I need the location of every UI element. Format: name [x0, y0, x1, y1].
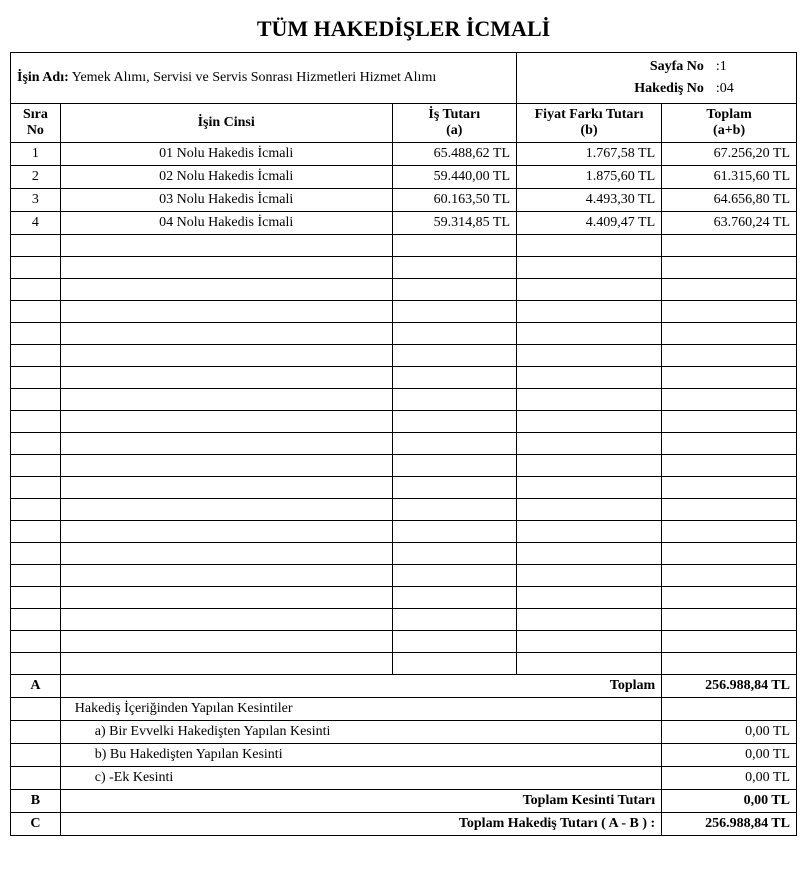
table-row-empty — [11, 367, 797, 389]
footer-row-kesinti-a: a) Bir Evvelki Hakedişten Yapılan Kesint… — [11, 721, 797, 744]
cell-tutar: 65.488,62 TL — [392, 143, 516, 166]
footer-C-value: 256.988,84 TL — [662, 813, 797, 836]
kesinti-a-value: 0,00 TL — [662, 721, 797, 744]
table-row: 101 Nolu Hakedis İcmali65.488,62 TL1.767… — [11, 143, 797, 166]
table-row: 202 Nolu Hakedis İcmali59.440,00 TL1.875… — [11, 166, 797, 189]
col-cinsi: İşin Cinsi — [60, 104, 392, 143]
column-header-row: SıraNo İşin Cinsi İş Tutarı(a) Fiyat Far… — [11, 104, 797, 143]
job-name-value: Yemek Alımı, Servisi ve Servis Sonrası H… — [72, 70, 437, 85]
table-row-empty — [11, 499, 797, 521]
footer-row-C: C Toplam Hakediş Tutarı ( A - B ) : 256.… — [11, 813, 797, 836]
cell-sira: 3 — [11, 189, 61, 212]
cell-tutar: 59.314,85 TL — [392, 212, 516, 235]
page-no-label: Sayfa No — [523, 56, 710, 78]
job-name-cell: İşin Adı: Yemek Alımı, Servisi ve Servis… — [11, 53, 517, 104]
table-row-empty — [11, 653, 797, 675]
footer-row-B: B Toplam Kesinti Tutarı 0,00 TL — [11, 790, 797, 813]
hakedis-no-value: :04 — [710, 78, 790, 100]
cell-tutar: 60.163,50 TL — [392, 189, 516, 212]
cell-fark: 1.767,58 TL — [517, 143, 662, 166]
kesinti-c-value: 0,00 TL — [662, 767, 797, 790]
meta-cell: Sayfa No :1 Hakediş No :04 — [517, 53, 797, 104]
footer-B-text: Toplam Kesinti Tutarı — [60, 790, 661, 813]
cell-cinsi: 04 Nolu Hakedis İcmali — [60, 212, 392, 235]
footer-B-label: B — [11, 790, 61, 813]
table-row-empty — [11, 279, 797, 301]
table-row-empty — [11, 609, 797, 631]
table-row-empty — [11, 631, 797, 653]
footer-B-value: 0,00 TL — [662, 790, 797, 813]
table-row-empty — [11, 411, 797, 433]
cell-toplam: 67.256,20 TL — [662, 143, 797, 166]
table-row-empty — [11, 323, 797, 345]
table-row-empty — [11, 587, 797, 609]
kesinti-header: Hakediş İçeriğinden Yapılan Kesintiler — [60, 698, 661, 721]
hakedis-no-label: Hakediş No — [523, 78, 710, 100]
cell-fark: 1.875,60 TL — [517, 166, 662, 189]
table-row-empty — [11, 543, 797, 565]
footer-toplam-value: 256.988,84 TL — [662, 675, 797, 698]
table-row-empty — [11, 257, 797, 279]
footer-C-text: Toplam Hakediş Tutarı ( A - B ) : — [60, 813, 661, 836]
kesinti-c-label: c) -Ek Kesinti — [60, 767, 661, 790]
kesinti-b-label: b) Bu Hakedişten Yapılan Kesinti — [60, 744, 661, 767]
cell-fark: 4.409,47 TL — [517, 212, 662, 235]
table-row-empty — [11, 345, 797, 367]
table-row-empty — [11, 565, 797, 587]
footer-row-kesinti-c: c) -Ek Kesinti 0,00 TL — [11, 767, 797, 790]
cell-sira: 4 — [11, 212, 61, 235]
cell-toplam: 64.656,80 TL — [662, 189, 797, 212]
footer-row-kesinti-b: b) Bu Hakedişten Yapılan Kesinti 0,00 TL — [11, 744, 797, 767]
cell-cinsi: 01 Nolu Hakedis İcmali — [60, 143, 392, 166]
cell-cinsi: 02 Nolu Hakedis İcmali — [60, 166, 392, 189]
table-row-empty — [11, 235, 797, 257]
cell-toplam: 63.760,24 TL — [662, 212, 797, 235]
cell-sira: 2 — [11, 166, 61, 189]
kesinti-a-label: a) Bir Evvelki Hakedişten Yapılan Kesint… — [60, 721, 661, 744]
footer-toplam-label: Toplam — [60, 675, 661, 698]
main-table: İşin Adı: Yemek Alımı, Servisi ve Servis… — [10, 52, 797, 836]
cell-sira: 1 — [11, 143, 61, 166]
cell-tutar: 59.440,00 TL — [392, 166, 516, 189]
footer-C-label: C — [11, 813, 61, 836]
table-row-empty — [11, 433, 797, 455]
page-title: TÜM HAKEDİŞLER İCMALİ — [10, 16, 797, 42]
job-name-label: İşin Adı: — [17, 70, 69, 85]
footer-row-A: A Toplam 256.988,84 TL — [11, 675, 797, 698]
table-row-empty — [11, 301, 797, 323]
cell-cinsi: 03 Nolu Hakedis İcmali — [60, 189, 392, 212]
table-row-empty — [11, 521, 797, 543]
footer-A-label: A — [11, 675, 61, 698]
kesinti-b-value: 0,00 TL — [662, 744, 797, 767]
table-row: 303 Nolu Hakedis İcmali60.163,50 TL4.493… — [11, 189, 797, 212]
col-tutar: İş Tutarı(a) — [392, 104, 516, 143]
cell-toplam: 61.315,60 TL — [662, 166, 797, 189]
col-toplam: Toplam(a+b) — [662, 104, 797, 143]
table-row-empty — [11, 455, 797, 477]
cell-fark: 4.493,30 TL — [517, 189, 662, 212]
col-fark: Fiyat Farkı Tutarı(b) — [517, 104, 662, 143]
table-row-empty — [11, 389, 797, 411]
table-row-empty — [11, 477, 797, 499]
col-sira: SıraNo — [11, 104, 61, 143]
table-row: 404 Nolu Hakedis İcmali59.314,85 TL4.409… — [11, 212, 797, 235]
page-no-value: :1 — [710, 56, 790, 78]
footer-row-kesinti-header: Hakediş İçeriğinden Yapılan Kesintiler — [11, 698, 797, 721]
